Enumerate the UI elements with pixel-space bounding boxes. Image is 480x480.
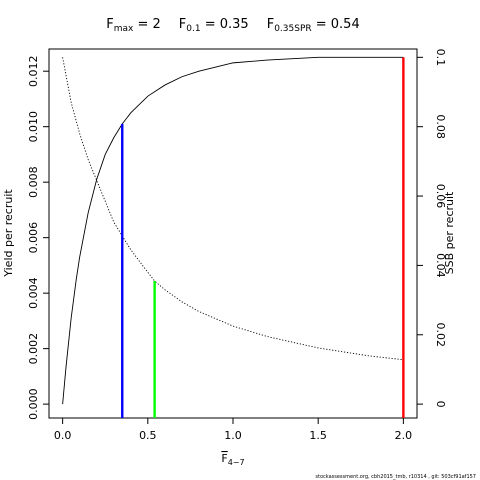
y-tick-label-right: 0.1 — [434, 49, 447, 66]
y-tick-label-right: 0.02 — [434, 323, 447, 348]
chart-title: Fmax = 2 F0.1 = 0.35 F0.35SPR = 0.54 — [106, 17, 359, 34]
y-tick-label-left: 0.012 — [27, 55, 40, 87]
y-axis-right: 0 0.02 0.04 0.06 0.08 0.1 — [417, 49, 447, 408]
title-symbol-1: F — [179, 17, 186, 32]
y-tick-label-right: 0.04 — [434, 253, 447, 278]
x-axis: 0.0 0.5 1.0 1.5 2.0 — [54, 417, 413, 442]
y-tick-label-left: 0.010 — [27, 111, 40, 142]
y-tick-label-left: 0.000 — [27, 388, 40, 420]
y-tick-label-left: 0.004 — [27, 277, 40, 309]
y-axis-title-left: Yield per recruit — [2, 189, 15, 278]
reference-lines — [121, 57, 405, 418]
series-layer — [62, 56, 404, 405]
y-tick-label-left: 0.006 — [27, 222, 40, 254]
y-axis-title-right: SSB per recruit — [443, 191, 456, 274]
x-axis-title-symbol: F — [221, 452, 227, 465]
y-tick-label-left: 0.002 — [27, 333, 40, 365]
plot-frame — [48, 48, 418, 419]
x-tick-label: 1.0 — [224, 429, 242, 442]
x-tick-label: 1.5 — [309, 429, 327, 442]
footer-text: stockassessment.org, cbh2015_tmb, r10314… — [315, 474, 476, 480]
title-subscript-0: max — [114, 24, 134, 34]
y-tick-label-right: 0.06 — [434, 184, 447, 209]
title-symbol-2: F — [267, 17, 274, 32]
x-tick-label: 0.5 — [139, 429, 157, 442]
title-value-1: = 0.35 — [201, 17, 249, 32]
y-tick-label-right: 0 — [434, 401, 447, 408]
y-tick-label-left: 0.008 — [27, 166, 40, 198]
x-tick-label: 0.0 — [54, 429, 72, 442]
title-symbol-0: F — [106, 17, 113, 32]
y-axis-left: 0.000 0.002 0.004 0.006 0.008 0.010 0.012 — [27, 55, 49, 420]
x-tick-label: 2.0 — [395, 429, 413, 442]
yield-per-recruit-line — [62, 56, 404, 405]
y-tick-label-right: 0.08 — [434, 114, 447, 138]
x-axis-title: F4−7 — [221, 452, 244, 467]
title-subscript-2: 0.35SPR — [274, 24, 311, 34]
title-value-2: = 0.54 — [312, 17, 360, 32]
title-value-0: = 2 — [133, 17, 160, 32]
x-axis-title-subscript: 4−7 — [228, 458, 245, 467]
ssb-per-recruit-line — [62, 57, 404, 361]
title-subscript-1: 0.1 — [186, 24, 200, 34]
